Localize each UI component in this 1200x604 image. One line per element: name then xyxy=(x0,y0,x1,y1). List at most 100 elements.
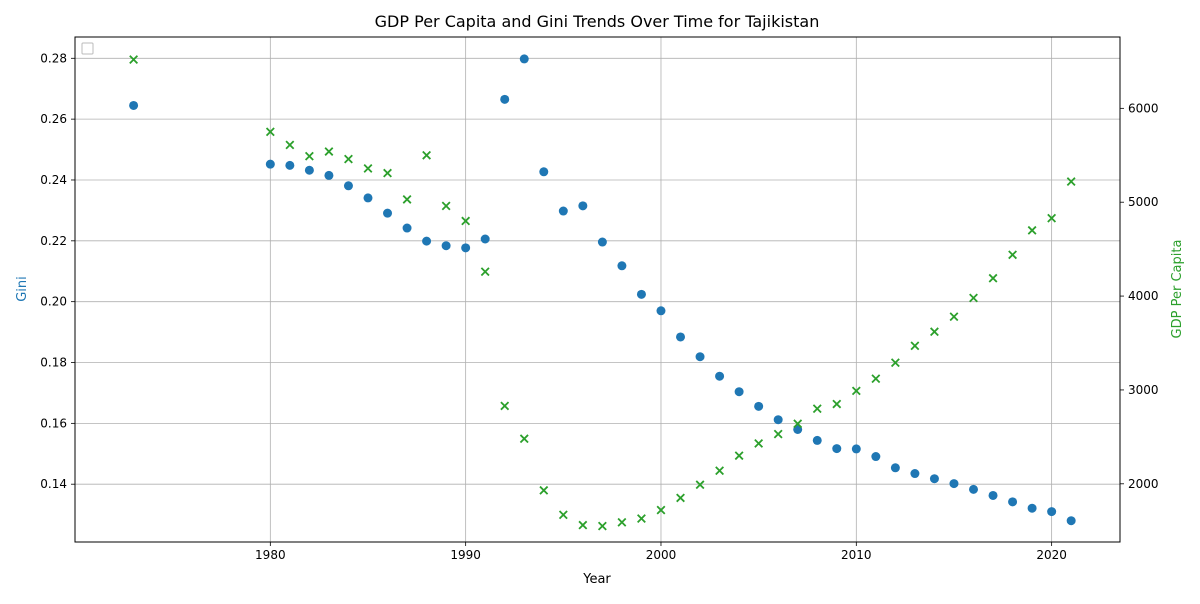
gdp-point xyxy=(656,505,666,515)
gini-point xyxy=(363,193,373,203)
gdp-point xyxy=(480,267,490,277)
gini-point xyxy=(676,332,686,342)
gdp-point xyxy=(773,429,783,439)
gdp-point xyxy=(324,147,334,156)
gini-point xyxy=(500,94,510,104)
right-y-axis-label: GDP Per Capita xyxy=(1170,240,1185,339)
gdp-point xyxy=(637,514,646,523)
gini-point xyxy=(890,463,900,473)
gdp-point xyxy=(1047,213,1057,223)
gdp-point xyxy=(1008,250,1018,260)
gdp-point xyxy=(695,480,705,490)
gdp-point xyxy=(871,374,881,384)
gini-point xyxy=(1008,497,1018,507)
left-y-tick-label: 0.14 xyxy=(40,477,67,491)
left-y-tick-label: 0.26 xyxy=(40,112,67,126)
axis-ticks: 1980 1990 2000 2010 2020 0.14 0.16 0.18 0.20 0.22… xyxy=(40,51,1158,562)
gini-point xyxy=(285,160,295,170)
gini-point xyxy=(461,243,471,253)
gdp-point xyxy=(832,399,842,409)
left-y-axis-label: Gini xyxy=(15,276,30,302)
left-y-tick-label: 0.28 xyxy=(40,51,67,65)
gdp-point xyxy=(910,341,920,351)
legend xyxy=(81,42,94,55)
gini-point xyxy=(1027,503,1037,513)
gdp-point xyxy=(285,140,295,150)
gdp-point xyxy=(715,466,725,476)
gdp-point xyxy=(949,312,959,322)
gdp-point xyxy=(812,404,822,414)
gini-point xyxy=(871,452,881,462)
x-tick-label: 2010 xyxy=(841,548,872,562)
data-series xyxy=(129,54,1076,531)
gini-point xyxy=(422,236,432,246)
gdp-point xyxy=(363,163,373,173)
gdp-point xyxy=(304,151,314,161)
gdp-point xyxy=(129,55,139,64)
left-y-tick-label: 0.24 xyxy=(40,173,67,187)
gini-point xyxy=(695,352,705,362)
gini-point xyxy=(773,415,783,425)
gini-point xyxy=(265,159,275,169)
gdp-point xyxy=(383,168,392,178)
gini-point xyxy=(715,371,725,381)
gdp-point xyxy=(500,401,510,411)
gini-point xyxy=(812,435,822,445)
gini-point xyxy=(324,170,334,180)
gini-point xyxy=(656,306,666,316)
gini-point xyxy=(949,479,959,489)
gini-point xyxy=(539,167,549,177)
gini-point xyxy=(304,165,314,175)
right-y-tick-label: 5000 xyxy=(1128,195,1159,209)
gini-point xyxy=(402,223,412,233)
gdp-point xyxy=(988,273,998,283)
right-y-tick-label: 3000 xyxy=(1128,383,1159,397)
left-y-tick-label: 0.20 xyxy=(40,295,67,309)
gdp-point xyxy=(676,493,685,503)
gdp-point xyxy=(617,517,627,527)
right-y-tick-label: 2000 xyxy=(1128,477,1159,491)
gdp-point xyxy=(1066,177,1076,186)
gdp-point xyxy=(344,154,353,164)
gdp-point xyxy=(754,439,764,448)
gini-point xyxy=(597,237,607,247)
gini-point xyxy=(910,469,920,479)
gini-point xyxy=(519,54,529,64)
gdp-point xyxy=(793,419,803,429)
gdp-point xyxy=(558,510,568,520)
gini-point xyxy=(988,490,998,500)
gdp-point xyxy=(597,521,607,531)
x-tick-label: 2020 xyxy=(1036,548,1067,562)
gdp-point xyxy=(969,293,978,303)
gini-point xyxy=(969,484,979,494)
gini-point xyxy=(636,289,646,299)
gini-point xyxy=(1066,516,1076,526)
x-tick-label: 2000 xyxy=(646,548,677,562)
gdp-point xyxy=(1027,225,1037,235)
gdp-point xyxy=(519,434,529,444)
gini-point xyxy=(734,387,744,397)
gdp-point xyxy=(734,451,744,461)
gdp-point xyxy=(851,386,861,396)
x-axis-label: Year xyxy=(582,572,611,587)
gdp-point xyxy=(422,150,432,160)
x-tick-label: 1990 xyxy=(450,548,481,562)
gdp-point xyxy=(265,127,275,137)
gdp-point xyxy=(539,485,549,495)
plot-frame xyxy=(74,36,1121,543)
gini-point xyxy=(441,241,451,251)
gini-point xyxy=(343,181,353,191)
right-y-tick-label: 6000 xyxy=(1128,101,1159,115)
gdp-point xyxy=(402,194,412,204)
gini-point xyxy=(832,444,842,454)
gini-point xyxy=(851,444,861,454)
x-tick-label: 1980 xyxy=(255,548,286,562)
gdp-point xyxy=(441,201,451,211)
gini-point xyxy=(558,206,568,216)
gdp-point xyxy=(890,358,900,368)
gini-point xyxy=(754,401,764,411)
gini-point xyxy=(1047,507,1057,517)
